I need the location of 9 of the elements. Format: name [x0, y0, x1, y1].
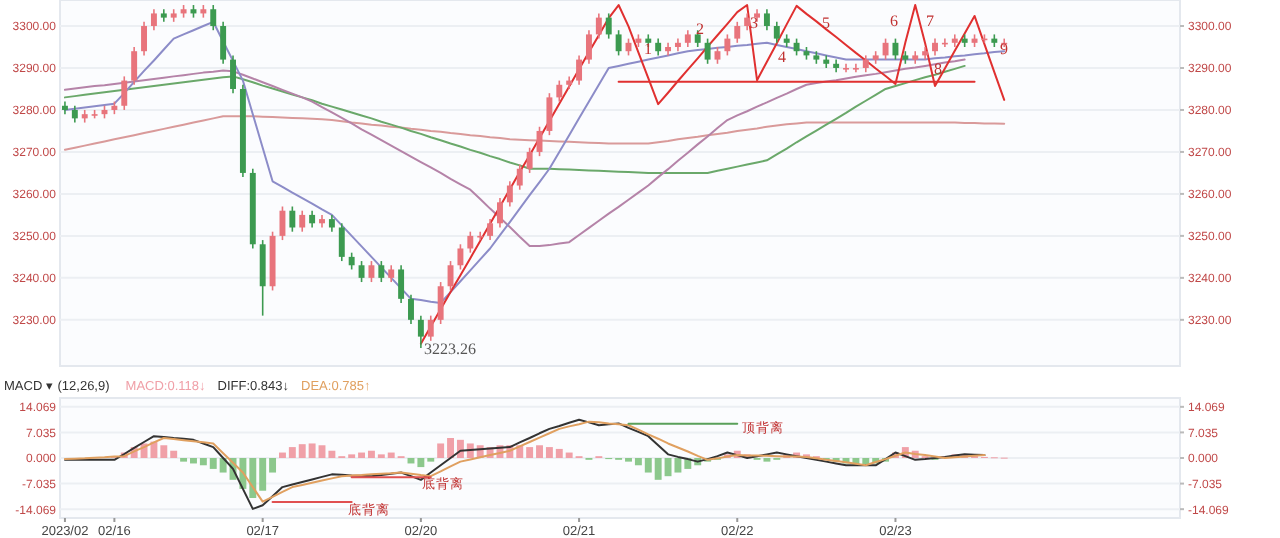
annotation: 7 [926, 12, 934, 30]
annotation: 5 [822, 14, 830, 32]
annotation: 4 [778, 48, 786, 66]
annotation: 3223.26 [424, 340, 476, 358]
annotation: 6 [890, 12, 898, 30]
annotation: 3 [750, 14, 758, 32]
annotation: 9 [1000, 40, 1008, 58]
annotation: 1 [644, 40, 652, 58]
annotation: 2 [696, 20, 704, 38]
